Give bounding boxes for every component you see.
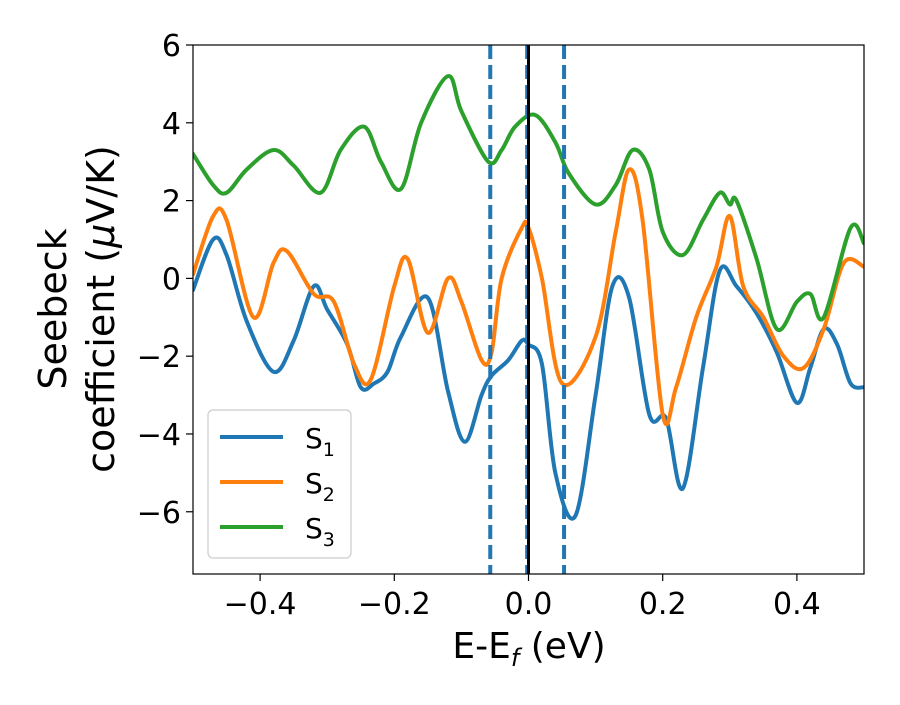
plot-area xyxy=(193,45,864,574)
y-tick-label: −2 xyxy=(137,340,181,375)
x-tick-label: 0.4 xyxy=(773,587,821,622)
y-tick-label: −6 xyxy=(137,496,181,531)
plot-frame xyxy=(192,44,865,575)
legend-label-s2: S2 xyxy=(305,467,335,506)
series-line-s3 xyxy=(193,74,864,333)
x-tick-label: 0.0 xyxy=(505,587,553,622)
y-tick-label: −4 xyxy=(137,418,181,453)
y-tick-label: 6 xyxy=(162,29,181,64)
y-axis-label-line1: Seebeck xyxy=(31,228,75,389)
legend: S1 S2 S3 xyxy=(207,409,352,559)
legend-label-s3: S3 xyxy=(305,512,335,551)
y-tick-label: 2 xyxy=(162,185,181,220)
plot-clip-group xyxy=(193,45,864,574)
y-axis-label: Seebeck coefficient (μV/K) xyxy=(31,145,123,473)
y-tick-label: 0 xyxy=(162,262,181,297)
x-tick-label: −0.4 xyxy=(224,587,297,622)
y-tick-label: 4 xyxy=(162,107,181,142)
x-tick-label: 0.2 xyxy=(639,587,687,622)
x-axis-ticks: −0.4 −0.2 0.0 0.2 0.4 xyxy=(224,574,821,622)
y-axis-ticks: −6 −4 −2 0 2 4 6 xyxy=(137,29,193,531)
y-axis-label-line2: coefficient (μV/K) xyxy=(79,145,123,473)
series-line-s1 xyxy=(193,235,864,521)
x-tick-label: −0.2 xyxy=(358,587,431,622)
legend-label-s1: S1 xyxy=(305,422,335,461)
x-axis-label: E-Ef (eV) xyxy=(452,626,605,672)
